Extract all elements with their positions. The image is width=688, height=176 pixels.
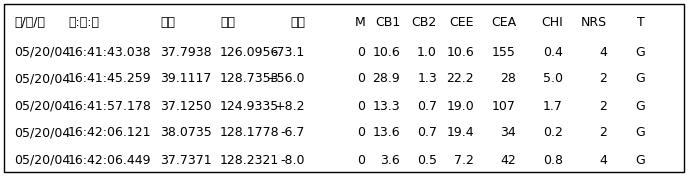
Text: G: G	[635, 73, 645, 86]
Text: CHI: CHI	[541, 15, 563, 29]
Text: 124.9335: 124.9335	[220, 99, 279, 112]
Text: 위도: 위도	[160, 15, 175, 29]
Text: CB1: CB1	[375, 15, 400, 29]
Text: 16:41:45.259: 16:41:45.259	[68, 73, 151, 86]
Text: -6.7: -6.7	[281, 127, 305, 140]
Text: 1.3: 1.3	[417, 73, 437, 86]
Text: 4: 4	[599, 153, 607, 166]
Text: G: G	[635, 99, 645, 112]
Text: 37.7371: 37.7371	[160, 153, 212, 166]
Text: CB2: CB2	[411, 15, 437, 29]
Text: 2: 2	[599, 127, 607, 140]
Text: 37.1250: 37.1250	[160, 99, 212, 112]
Text: 경도: 경도	[220, 15, 235, 29]
Text: 0: 0	[357, 46, 365, 58]
Text: 128.7353: 128.7353	[220, 73, 279, 86]
Text: 10.6: 10.6	[372, 46, 400, 58]
Text: 13.3: 13.3	[372, 99, 400, 112]
Text: 2: 2	[599, 73, 607, 86]
Text: 0.7: 0.7	[417, 99, 437, 112]
Text: 05/20/04: 05/20/04	[14, 153, 70, 166]
Text: 05/20/04: 05/20/04	[14, 73, 70, 86]
Text: 19.0: 19.0	[447, 99, 474, 112]
Text: 128.2321: 128.2321	[220, 153, 279, 166]
Text: NRS: NRS	[581, 15, 607, 29]
Text: G: G	[635, 46, 645, 58]
Text: 0: 0	[357, 127, 365, 140]
Text: 107: 107	[492, 99, 516, 112]
Text: +8.2: +8.2	[275, 99, 305, 112]
Text: M: M	[354, 15, 365, 29]
Text: 0: 0	[357, 73, 365, 86]
Text: 5.0: 5.0	[543, 73, 563, 86]
Text: 05/20/04: 05/20/04	[14, 127, 70, 140]
Text: 37.7938: 37.7938	[160, 46, 212, 58]
Text: 10.6: 10.6	[447, 46, 474, 58]
Text: 0.8: 0.8	[543, 153, 563, 166]
Text: 1.0: 1.0	[417, 46, 437, 58]
Text: T: T	[637, 15, 645, 29]
Text: 42: 42	[500, 153, 516, 166]
Text: +56.0: +56.0	[266, 73, 305, 86]
Text: 39.1117: 39.1117	[160, 73, 211, 86]
Text: 05/20/04: 05/20/04	[14, 99, 70, 112]
Text: 22.2: 22.2	[447, 73, 474, 86]
Text: 0: 0	[357, 99, 365, 112]
Text: 16:41:43.038: 16:41:43.038	[68, 46, 151, 58]
Text: 05/20/04: 05/20/04	[14, 46, 70, 58]
Text: 0.5: 0.5	[417, 153, 437, 166]
Text: 2: 2	[599, 99, 607, 112]
Text: 7.2: 7.2	[454, 153, 474, 166]
Text: 16:42:06.121: 16:42:06.121	[68, 127, 151, 140]
Text: 강도: 강도	[290, 15, 305, 29]
Text: 34: 34	[500, 127, 516, 140]
Text: 28: 28	[500, 73, 516, 86]
Text: CEE: CEE	[449, 15, 474, 29]
Text: G: G	[635, 153, 645, 166]
Text: 38.0735: 38.0735	[160, 127, 212, 140]
Text: 16:42:06.449: 16:42:06.449	[68, 153, 151, 166]
Text: 3.6: 3.6	[380, 153, 400, 166]
Text: 13.6: 13.6	[372, 127, 400, 140]
Text: 0.4: 0.4	[543, 46, 563, 58]
Text: 0.2: 0.2	[543, 127, 563, 140]
Text: 28.9: 28.9	[372, 73, 400, 86]
Text: 19.4: 19.4	[447, 127, 474, 140]
Text: 시:분:초: 시:분:초	[68, 15, 99, 29]
Text: 0: 0	[357, 153, 365, 166]
Text: G: G	[635, 127, 645, 140]
Text: CEA: CEA	[491, 15, 516, 29]
Text: -8.0: -8.0	[281, 153, 305, 166]
Text: 0.7: 0.7	[417, 127, 437, 140]
Text: 128.1778: 128.1778	[220, 127, 279, 140]
Text: 155: 155	[492, 46, 516, 58]
Text: 4: 4	[599, 46, 607, 58]
Text: 16:41:57.178: 16:41:57.178	[68, 99, 152, 112]
Text: 1.7: 1.7	[543, 99, 563, 112]
Text: -73.1: -73.1	[272, 46, 305, 58]
Text: 월/일/년: 월/일/년	[14, 15, 45, 29]
Text: 126.0956: 126.0956	[220, 46, 279, 58]
